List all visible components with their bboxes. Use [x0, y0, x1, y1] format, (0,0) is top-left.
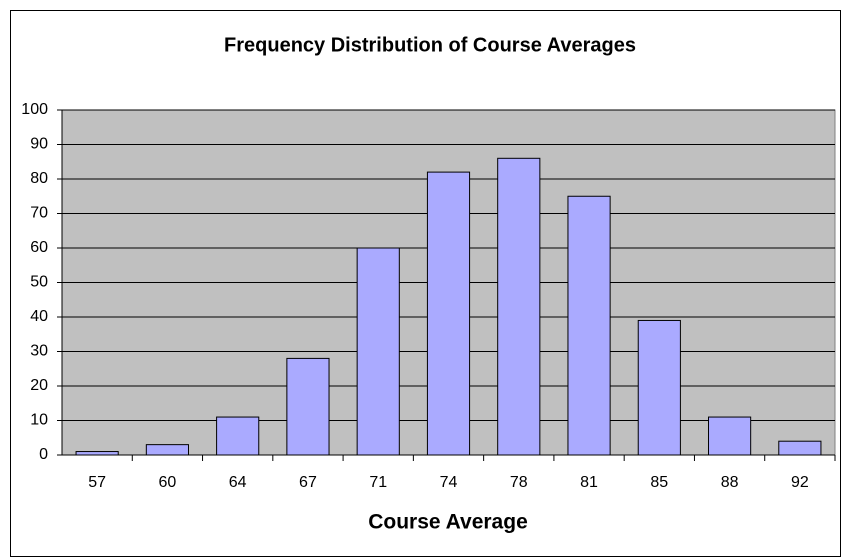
y-tick-label: 80 [30, 170, 48, 187]
y-tick-label: 20 [30, 377, 48, 394]
bar [145, 444, 189, 456]
x-tick-label: 57 [88, 474, 106, 491]
y-tick-label: 60 [30, 239, 48, 256]
x-tick-label: 60 [159, 474, 177, 491]
x-tick-label: 88 [721, 474, 739, 491]
y-tick-label: 70 [30, 205, 48, 222]
x-tick-label: 78 [510, 474, 528, 491]
x-tick-label: 71 [369, 474, 387, 491]
x-tick-label: 74 [440, 474, 458, 491]
y-tick-label: 100 [21, 101, 48, 118]
y-tick-label: 40 [30, 308, 48, 325]
x-tick-label: 64 [229, 474, 247, 491]
y-tick-label: 10 [30, 412, 48, 429]
x-tick-label: 67 [299, 474, 317, 491]
bar [216, 416, 260, 456]
bar [75, 451, 119, 456]
bar [637, 319, 681, 456]
bar [778, 440, 822, 456]
bar [356, 247, 400, 456]
y-tick-label: 0 [39, 446, 48, 463]
bar [708, 416, 752, 456]
y-tick-label: 50 [30, 274, 48, 291]
bar [567, 195, 611, 456]
x-tick-label: 85 [650, 474, 668, 491]
x-tick-label: 92 [791, 474, 809, 491]
y-tick-label: 30 [30, 343, 48, 360]
x-tick-label: 81 [580, 474, 598, 491]
chart-title: Frequency Distribution of Course Average… [224, 34, 636, 56]
y-tick-label: 90 [30, 136, 48, 153]
x-axis-title: Course Average [368, 511, 528, 534]
bar [286, 357, 330, 456]
bar [497, 157, 541, 456]
bar [426, 171, 471, 456]
